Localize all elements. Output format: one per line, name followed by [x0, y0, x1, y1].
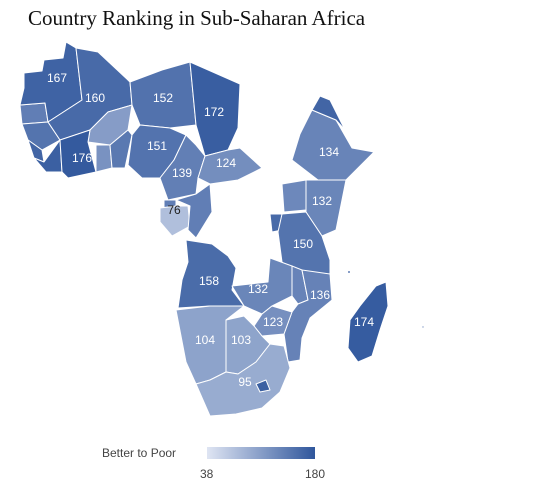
legend-min-value: 38: [200, 467, 214, 481]
country-value-angola: 158: [199, 274, 219, 288]
country-value-mauritania: 167: [47, 71, 67, 85]
country-shape-car: [197, 147, 263, 185]
country-shape-eritrea: [311, 95, 346, 131]
country-value-south-africa: 95: [238, 375, 252, 389]
country-value-mozambique: 136: [310, 288, 330, 302]
country-value-niger: 152: [153, 91, 173, 105]
country-value-car: 124: [216, 156, 236, 170]
country-shape-madagascar: [347, 281, 389, 363]
legend-max-value: 180: [305, 467, 326, 481]
country-value-cameroon: 139: [172, 166, 192, 180]
country-value-madagascar: 174: [354, 315, 374, 329]
map-title: Country Ranking in Sub-Saharan Africa: [28, 6, 366, 30]
country-shape-togo-benin: [109, 129, 133, 169]
country-value-nigeria: 151: [147, 139, 167, 153]
country-value-kenya: 132: [312, 194, 332, 208]
island-comoros: [347, 270, 351, 274]
country-value-namibia: 104: [195, 333, 215, 347]
island-mauritius: [421, 325, 425, 329]
country-value-gabon: 76: [167, 203, 181, 217]
country-shape-guinea: [21, 121, 61, 151]
country-shape-mozambique: [283, 269, 333, 363]
country-shape-south-africa: [195, 343, 291, 417]
country-shape-lesotho: [255, 379, 271, 393]
legend-gradient-bar: [207, 447, 315, 459]
country-value-tanzania: 150: [293, 237, 313, 251]
country-value-botswana: 103: [231, 333, 251, 347]
country-value-cote-divoire: 176: [72, 151, 92, 165]
country-value-mali: 160: [85, 91, 105, 105]
country-shape-senegal: [19, 102, 49, 125]
country-value-ethiopia: 134: [319, 145, 339, 159]
country-value-zimbabwe: 123: [263, 315, 283, 329]
country-value-zambia: 132: [248, 282, 268, 296]
country-shape-niger: [129, 61, 197, 129]
country-value-chad: 172: [204, 105, 224, 119]
legend-label: Better to Poor: [102, 446, 177, 460]
country-shape-uganda: [281, 179, 307, 213]
country-shape-ghana: [95, 144, 113, 173]
country-shape-congo: [175, 183, 213, 239]
